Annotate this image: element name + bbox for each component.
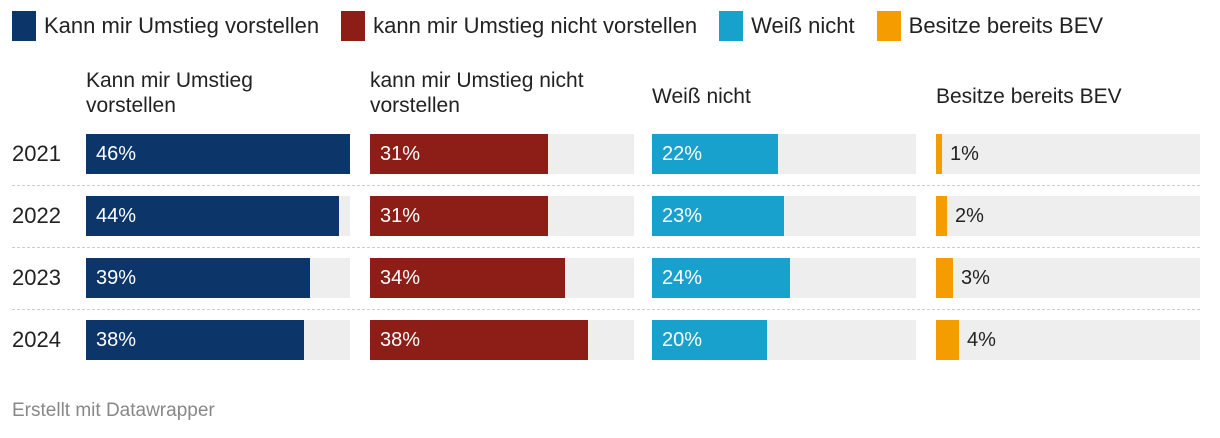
bar-track: 31% xyxy=(370,134,634,174)
bar xyxy=(936,258,953,298)
data-label: 24% xyxy=(662,267,703,289)
bar xyxy=(936,134,942,174)
data-label: 46% xyxy=(96,143,137,165)
legend-swatch xyxy=(12,11,36,41)
bar-track: 31% xyxy=(370,196,634,236)
bar-track: 24% xyxy=(652,258,916,298)
data-label: 44% xyxy=(96,205,137,227)
bar xyxy=(936,196,947,236)
data-label: 38% xyxy=(96,329,137,351)
column-header-2: kann mir Umstieg nicht vorstellen xyxy=(370,69,584,117)
bar xyxy=(370,196,548,236)
legend-item-2: kann mir Umstieg nicht vorstellen xyxy=(341,11,697,41)
bar xyxy=(86,320,304,360)
bar xyxy=(936,320,959,360)
column-header-4: Besitze bereits BEV xyxy=(936,85,1122,108)
legend-label: Besitze bereits BEV xyxy=(908,13,1104,38)
data-label: 4% xyxy=(967,329,996,351)
data-label: 20% xyxy=(662,329,703,351)
bar-track: 3% xyxy=(936,258,1200,298)
bar xyxy=(370,134,548,174)
row-divider xyxy=(12,185,1200,186)
chart-legend: Kann mir Umstieg vorstellen kann mir Umst… xyxy=(12,10,1125,42)
bar xyxy=(86,258,310,298)
bar xyxy=(652,258,790,298)
bar-track: 4% xyxy=(936,320,1200,360)
year-label: 2023 xyxy=(12,265,61,290)
bar-track: 1% xyxy=(936,134,1200,174)
bar xyxy=(370,320,588,360)
data-label: 23% xyxy=(662,205,703,227)
data-label: 1% xyxy=(950,143,979,165)
legend-item-4: Besitze bereits BEV xyxy=(876,11,1104,41)
data-label: 39% xyxy=(96,267,137,289)
data-label: 38% xyxy=(380,329,421,351)
column-header-3: Weiß nicht xyxy=(652,85,751,108)
bar-track: 46% xyxy=(86,134,350,174)
bar xyxy=(652,196,784,236)
legend-item-1: Kann mir Umstieg vorstellen xyxy=(12,11,319,41)
row-divider xyxy=(12,247,1200,248)
year-label: 2024 xyxy=(12,327,61,352)
legend-label: Kann mir Umstieg vorstellen xyxy=(44,13,320,38)
bar-track: 20% xyxy=(652,320,916,360)
bar xyxy=(86,196,339,236)
row-divider xyxy=(12,309,1200,310)
legend-label: kann mir Umstieg nicht vorstellen xyxy=(373,13,698,38)
year-label: 2021 xyxy=(12,141,61,166)
data-label: 2% xyxy=(955,205,984,227)
legend-swatch xyxy=(719,11,744,41)
bar-track: 44% xyxy=(86,196,350,236)
bar-track: 39% xyxy=(86,258,350,298)
bar-track: 38% xyxy=(370,320,634,360)
footer-credit: Erstellt mit Datawrapper xyxy=(12,400,215,421)
legend-swatch xyxy=(876,11,901,41)
bar-track: 22% xyxy=(652,134,916,174)
bar xyxy=(652,134,778,174)
data-label: 3% xyxy=(961,267,990,289)
legend-swatch xyxy=(341,11,366,41)
column-header-1: Kann mir Umstieg vorstellen xyxy=(86,69,253,117)
bar xyxy=(652,320,767,360)
bar-track: 2% xyxy=(936,196,1200,236)
data-label: 31% xyxy=(380,143,421,165)
bar-track: 38% xyxy=(86,320,350,360)
bar xyxy=(86,134,350,174)
data-label: 31% xyxy=(380,205,421,227)
data-label: 22% xyxy=(662,143,703,165)
legend-label: Weiß nicht xyxy=(751,13,855,38)
legend-item-3: Weiß nicht xyxy=(719,11,855,41)
year-label: 2022 xyxy=(12,203,61,228)
bar-track: 34% xyxy=(370,258,634,298)
bar-track: 23% xyxy=(652,196,916,236)
data-label: 34% xyxy=(380,267,421,289)
bar xyxy=(370,258,565,298)
